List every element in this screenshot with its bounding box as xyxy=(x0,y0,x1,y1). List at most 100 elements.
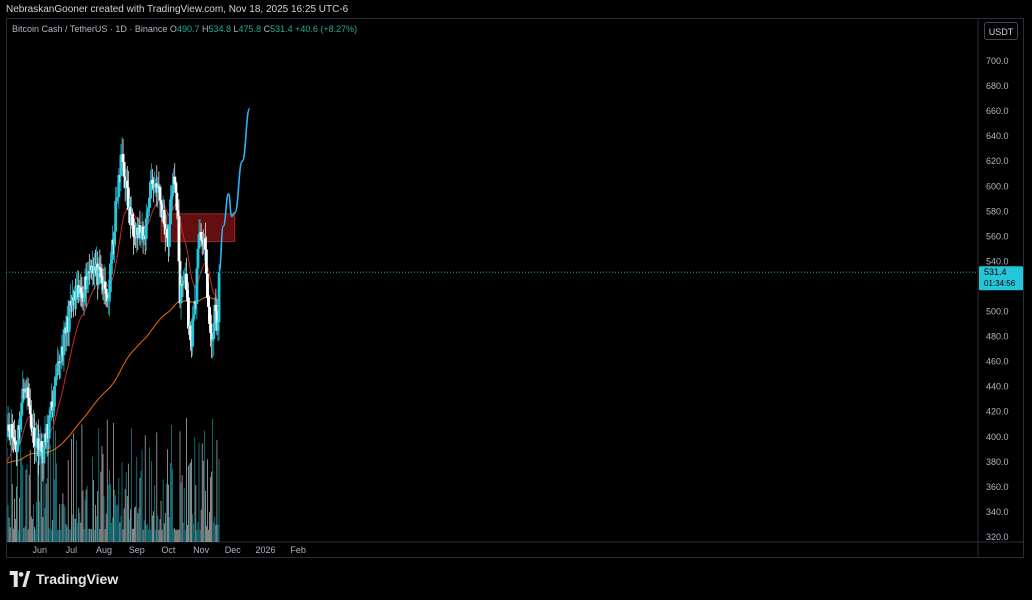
volume-bar xyxy=(75,518,76,542)
volume-bar xyxy=(83,528,85,542)
volume-bar xyxy=(148,529,149,542)
volume-bar xyxy=(49,444,51,542)
y-tick-label: 500.0 xyxy=(986,307,1009,317)
change-value: +40.6 (+8.27%) xyxy=(295,24,358,34)
volume-bar xyxy=(67,459,69,542)
volume-bar xyxy=(175,529,177,542)
y-tick-label: 660.0 xyxy=(986,106,1009,116)
volume-bar xyxy=(88,528,90,542)
volume-bar xyxy=(137,513,139,542)
volume-bar xyxy=(208,529,209,542)
volume-bar xyxy=(155,529,157,542)
tradingview-logo-text: TradingView xyxy=(36,571,119,587)
volume-bar xyxy=(118,477,120,542)
volume-bar xyxy=(135,506,137,542)
candle xyxy=(35,421,38,463)
candle xyxy=(138,210,142,246)
volume-bar xyxy=(113,423,114,542)
volume-bar xyxy=(20,444,22,542)
x-tick-label: Jul xyxy=(66,545,78,555)
y-tick-label: 400.0 xyxy=(986,432,1009,442)
volume-bar xyxy=(179,431,181,542)
plot-area xyxy=(7,136,236,542)
volume-bar xyxy=(141,450,143,542)
volume-bar xyxy=(216,439,218,542)
tradingview-logo[interactable]: TradingView xyxy=(8,571,118,587)
volume-bar xyxy=(98,428,100,542)
volume-bar xyxy=(181,475,183,542)
volume-bar xyxy=(117,504,119,542)
volume-bar xyxy=(33,504,34,542)
volume-bar xyxy=(87,529,89,542)
candle xyxy=(115,187,119,218)
volume-bar xyxy=(149,447,150,542)
volume-bar xyxy=(61,503,63,542)
volume-bar xyxy=(164,512,166,542)
volume-bar xyxy=(203,430,205,542)
volume-bar xyxy=(143,520,145,542)
y-tick-label: 480.0 xyxy=(986,332,1009,342)
volume-bar xyxy=(150,529,151,542)
volume-bar xyxy=(18,529,19,542)
volume-bar xyxy=(16,486,17,542)
x-tick-label: Nov xyxy=(193,545,210,555)
candle xyxy=(180,275,184,298)
volume-bar xyxy=(201,443,203,542)
candle xyxy=(210,314,214,358)
volume-bar xyxy=(56,463,57,542)
volume-bar xyxy=(15,519,16,542)
volume-bar xyxy=(131,428,132,542)
high-value: 534.8 xyxy=(208,24,232,34)
volume-bar xyxy=(154,484,156,542)
candle xyxy=(197,219,201,263)
volume-bar xyxy=(160,500,162,542)
candle xyxy=(179,269,183,320)
currency-button[interactable]: USDT xyxy=(984,22,1018,40)
volume-bar xyxy=(7,447,8,542)
volume-bar xyxy=(158,529,160,542)
y-tick-label: 320.0 xyxy=(986,532,1009,542)
candle xyxy=(191,306,195,356)
candle xyxy=(132,212,135,255)
candle xyxy=(199,223,203,247)
volume-bar xyxy=(194,437,196,542)
volume-bar xyxy=(170,463,171,542)
volume-bar xyxy=(172,468,173,542)
x-tick-label: 2026 xyxy=(255,545,275,555)
candle xyxy=(34,430,37,462)
volume-bar xyxy=(144,435,146,542)
volume-bar xyxy=(129,519,130,542)
y-tick-label: 340.0 xyxy=(986,507,1009,517)
candle xyxy=(17,419,21,452)
candle xyxy=(54,364,57,397)
volume-bar xyxy=(121,462,123,542)
volume-bar xyxy=(39,501,41,542)
volume-bar xyxy=(103,496,105,542)
volume-bar xyxy=(168,484,169,542)
volume-bar xyxy=(173,528,175,542)
symbol-title[interactable]: Bitcoin Cash / TetherUS · 1D · Binance xyxy=(12,24,168,34)
volume-bar xyxy=(139,477,141,542)
volume-bar xyxy=(94,529,95,542)
volume-bar xyxy=(99,529,101,542)
volume-bar xyxy=(112,517,113,542)
candle xyxy=(80,276,84,308)
volume-bar xyxy=(22,464,24,542)
volume-bar xyxy=(79,512,81,542)
volume-bar xyxy=(108,470,110,542)
candle xyxy=(117,168,121,210)
candle xyxy=(56,347,60,381)
volume-bar xyxy=(54,479,55,542)
volume-bar xyxy=(186,417,187,542)
y-tick-label: 560.0 xyxy=(986,231,1009,241)
volume-bar xyxy=(63,504,65,542)
x-tick-label: Sep xyxy=(129,545,145,555)
volume-bar xyxy=(133,528,134,542)
volume-bar xyxy=(132,528,133,542)
candle xyxy=(33,413,36,465)
volume-bar xyxy=(215,524,217,542)
volume-bar xyxy=(127,463,129,542)
candle xyxy=(21,370,25,407)
volume-bar xyxy=(199,529,201,542)
